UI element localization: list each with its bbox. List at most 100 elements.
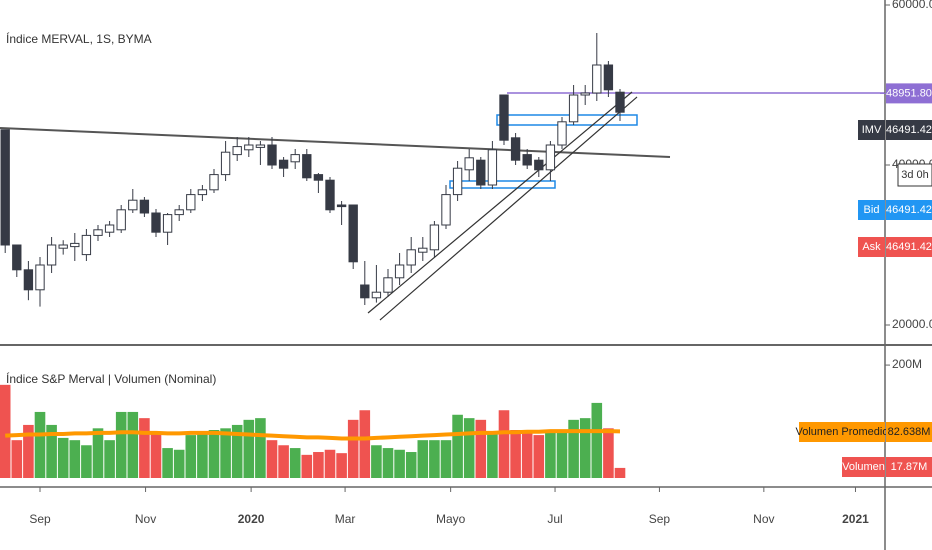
volume-bar [359,410,371,478]
candle-body [139,199,150,214]
candle-body [162,214,173,233]
tag-value: 46491.42 [886,241,932,253]
volume-bar [278,445,289,478]
volume-bar [255,418,266,478]
candle-body [545,144,556,171]
volume-bar [568,419,579,478]
volume-bar [347,419,359,478]
volume-bar [313,452,324,478]
volume-bar [475,419,487,478]
volume-bar [336,453,347,478]
x-tick-label: Mar [335,512,356,526]
candle-body [209,174,219,191]
candle-body [70,242,80,248]
volume-bar [139,418,150,478]
channel-line [367,91,633,314]
volume-bar [429,440,440,478]
candle-body [522,154,532,166]
candle-body [255,144,266,148]
candle-body [313,174,324,181]
tag-value-box [886,200,932,220]
x-tick-label: 2020 [238,512,265,526]
x-tick-label: Nov [753,512,774,526]
volume-tag-box [886,457,932,477]
tag-value: 46491.42 [886,124,932,136]
candle-body [441,194,451,226]
x-tick-label: 2021 [842,512,869,526]
volume-bar [150,432,162,478]
volume-title: Índice S&P Merval | Volumen (Nominal) [6,371,216,386]
price-tags: 48951.80 IMV 46491.42 Bid 46491.42 Ask 46491.4… [796,83,932,477]
volume-bar [382,448,394,478]
candle-body [12,244,22,271]
volume-bar [127,411,139,478]
candle-body [464,157,474,171]
volume-tag-name-box [842,457,885,477]
candle-body [186,194,196,211]
volume-bar [231,424,243,478]
volume-bar [324,449,336,478]
channel-line [379,96,638,321]
axes: 20000.0040000.0060000.00200MSepNov2020Ma… [29,0,932,526]
chart-title: Índice MERVAL, 1S, BYMA [6,31,152,46]
volume-bar [463,418,475,478]
candle-body [116,209,126,231]
tag-name: Ask [862,241,881,253]
volume-bar [266,440,278,478]
volume-tag-value: 82.638M [888,426,931,438]
volume-bar [185,435,197,478]
volume-bar [243,419,255,478]
drawings [0,91,885,321]
candle-body [104,224,115,233]
candle-body [81,234,92,256]
volume-bar [57,437,69,478]
candle-body [232,146,242,156]
candle-body [244,144,254,151]
candle-body [568,94,579,123]
volume-bar [579,418,591,478]
volume-bar [417,440,429,478]
tag-value: 46491.42 [886,204,932,216]
candle-body [151,212,161,233]
candle-body [278,159,289,169]
y-tick-label: 20000.00 [892,317,932,331]
tag-name-box [858,200,885,220]
y-tick-label: 60000.00 [892,0,932,11]
volume-bar [440,440,452,478]
countdown: 3d 0h [901,169,929,181]
tag-name: Bid [864,204,880,216]
volume-bar [115,411,127,478]
candle-body [476,159,486,186]
volume-bar [556,430,568,478]
volume-bar [81,445,92,478]
candle-body [93,229,103,236]
volume-bar [11,440,23,478]
volume-bar [289,448,301,478]
candle-body [534,159,544,171]
candle-body [267,144,277,166]
volume-bar [0,384,11,478]
volume-bar [545,430,556,478]
x-tick-label: Nov [135,512,156,526]
candle-body [499,94,509,141]
candle-body [615,91,625,113]
volume-bar [46,424,57,478]
candle-body [197,189,208,196]
volume-bar [34,411,46,478]
x-tick-label: Jul [547,512,562,526]
volume-bar [487,432,498,478]
candle-body [58,244,68,249]
volume-tag-value: 17.87M [891,461,928,473]
candle-body [406,249,416,266]
volume-bar [162,448,173,478]
candle-body [290,154,300,163]
candle-body [603,64,614,91]
candle-body [592,64,602,94]
candle-body [336,204,347,208]
volume-pane [0,384,626,478]
volume-bar [591,402,603,478]
tag-name-box [858,237,885,257]
candle-body [487,149,498,186]
volume-tag-name-box [799,422,885,442]
